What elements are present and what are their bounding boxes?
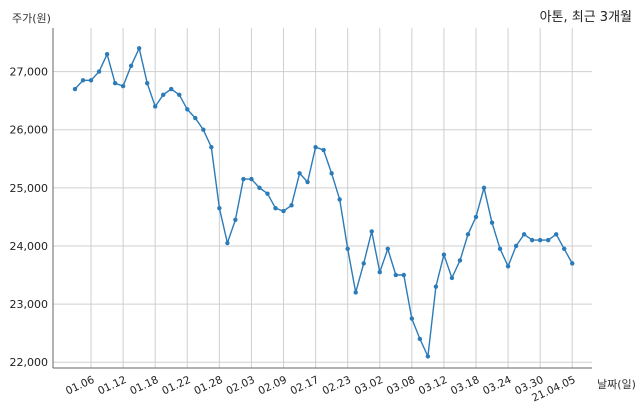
x-tick-label: 03.12 — [417, 374, 449, 398]
data-point — [570, 261, 575, 266]
data-point — [96, 69, 102, 74]
data-point — [473, 214, 479, 220]
y-tick-label: 23,000 — [10, 298, 49, 311]
chart-title: 아톤, 최근 3개월 — [539, 10, 632, 25]
data-point — [289, 203, 294, 208]
data-point — [217, 205, 222, 211]
data-point — [521, 232, 527, 237]
data-point — [449, 275, 455, 281]
data-point — [329, 171, 334, 176]
data-point — [337, 197, 342, 202]
data-point — [433, 284, 439, 289]
data-point — [169, 86, 174, 92]
x-axis-title: 날짜(일) — [597, 378, 636, 391]
data-point — [225, 240, 230, 246]
data-point — [153, 104, 158, 109]
y-tick-label: 24,000 — [10, 240, 49, 253]
data-point — [161, 92, 166, 98]
price-line — [74, 46, 573, 359]
data-point — [393, 272, 398, 278]
data-point — [80, 78, 86, 83]
data-point — [401, 272, 407, 278]
x-tick-label: 02.23 — [321, 374, 353, 398]
grid-lines — [53, 28, 592, 368]
data-point — [305, 179, 310, 185]
x-tick-label: 02.09 — [256, 374, 288, 398]
data-point — [353, 290, 358, 295]
data-point — [545, 237, 551, 243]
data-point — [297, 171, 302, 176]
data-point — [369, 229, 374, 234]
x-tick-label: 03.08 — [385, 374, 417, 398]
data-point — [481, 185, 487, 191]
data-point — [529, 237, 535, 243]
data-point — [257, 185, 262, 191]
data-point — [128, 63, 134, 68]
x-tick-label: 02.03 — [224, 374, 256, 398]
data-point — [377, 269, 382, 275]
data-point — [425, 354, 431, 359]
data-point — [209, 144, 214, 150]
price-points — [72, 46, 575, 359]
axes — [52, 28, 592, 369]
data-point — [489, 220, 495, 225]
data-point — [361, 261, 366, 266]
y-tick-label: 27,000 — [10, 66, 49, 79]
y-tick-label: 22,000 — [10, 356, 49, 369]
data-point — [104, 51, 110, 57]
x-tick-label: 01.22 — [160, 374, 192, 398]
data-point — [185, 107, 190, 112]
data-point — [273, 205, 278, 211]
x-tick-label: 01.18 — [128, 374, 160, 398]
data-point — [562, 246, 567, 252]
x-tick-label: 02.17 — [289, 374, 321, 398]
y-axis-title: 주가(원) — [12, 12, 51, 25]
data-point — [201, 127, 206, 132]
data-point — [241, 176, 246, 182]
x-tick-label: 01.12 — [96, 374, 128, 398]
y-tick-labels: 22,000 23,000 24,000 25,000 26,000 27,000 — [10, 66, 49, 370]
data-point — [417, 336, 423, 342]
data-point — [385, 246, 390, 252]
data-point — [497, 246, 503, 252]
data-point — [72, 86, 78, 92]
data-point — [554, 232, 559, 237]
data-point — [144, 81, 150, 86]
data-point — [233, 217, 238, 222]
data-point — [505, 264, 511, 269]
data-point — [409, 316, 415, 321]
x-tick-labels: 01.06 01.12 01.18 01.22 01.28 02.03 02.09 02.17… — [64, 374, 578, 405]
x-tick-label: 01.06 — [64, 374, 97, 398]
data-point — [441, 252, 447, 257]
x-tick-label: 03.02 — [353, 374, 385, 398]
data-point — [120, 83, 126, 89]
x-tick-label: 03.24 — [481, 374, 514, 398]
data-point — [88, 78, 94, 83]
data-point — [193, 115, 198, 121]
data-point — [313, 144, 318, 150]
data-point — [465, 232, 471, 237]
y-tick-label: 25,000 — [10, 182, 49, 195]
data-point — [457, 258, 463, 263]
y-tick-label: 26,000 — [10, 124, 49, 137]
data-point — [321, 147, 326, 153]
data-point — [345, 246, 350, 252]
data-point — [177, 92, 182, 98]
data-point — [112, 81, 118, 86]
data-point — [281, 208, 286, 214]
data-point — [249, 176, 254, 182]
data-point — [537, 237, 543, 243]
data-point — [136, 46, 142, 51]
x-tick-label: 01.28 — [192, 374, 224, 398]
data-point — [513, 243, 519, 249]
data-point — [265, 191, 270, 196]
x-tick-label: 03.18 — [449, 374, 481, 398]
